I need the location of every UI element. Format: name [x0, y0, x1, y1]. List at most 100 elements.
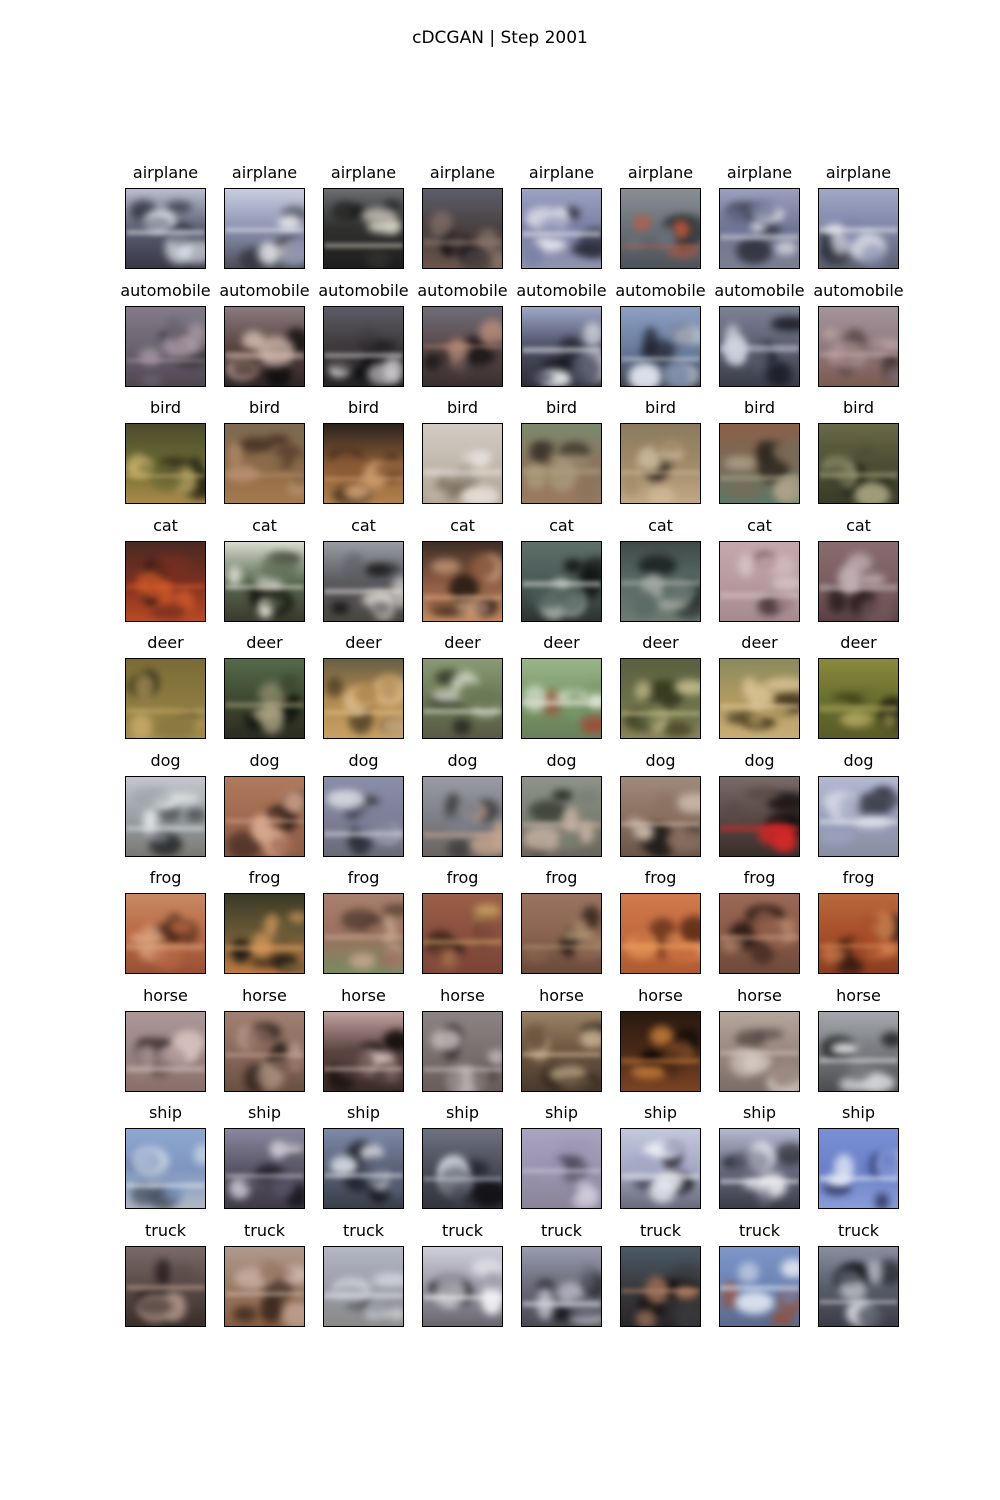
- sample-label: frog: [644, 868, 677, 887]
- generated-sample-image: [125, 775, 206, 857]
- generated-sample-image: [521, 1245, 602, 1327]
- sample-label: airplane: [330, 163, 397, 182]
- sample-cell: automobile: [512, 280, 611, 392]
- sample-label: ship: [445, 1103, 480, 1122]
- sample-cell: dog: [512, 750, 611, 862]
- sample-cell: bird: [512, 397, 611, 509]
- sample-label: bird: [545, 398, 578, 417]
- sample-label: deer: [246, 633, 283, 652]
- sample-cell: deer: [413, 632, 512, 744]
- sample-label: dog: [843, 750, 874, 770]
- generated-sample-image: [818, 658, 899, 739]
- generated-sample-image: [224, 775, 305, 857]
- sample-cell: truck: [512, 1220, 611, 1332]
- sample-label: cat: [648, 515, 673, 535]
- sample-cell: frog: [512, 867, 611, 979]
- generated-sample-image: [224, 1010, 305, 1092]
- sample-label: ship: [247, 1103, 282, 1122]
- sample-cell: bird: [413, 397, 512, 509]
- sample-label: frog: [545, 868, 578, 887]
- generated-sample-image: [323, 423, 404, 504]
- class-row-cat: cat cat cat cat cat cat cat cat: [116, 515, 916, 633]
- sample-label: dog: [645, 750, 676, 770]
- sample-label: truck: [639, 1220, 682, 1240]
- generated-sample-image: [719, 1010, 800, 1092]
- generated-sample-image: [422, 1010, 503, 1092]
- generated-sample-image: [323, 305, 404, 387]
- sample-label: horse: [242, 985, 287, 1005]
- sample-cell: deer: [512, 632, 611, 744]
- class-row-deer: deer deer deer deer deer deer deer deer: [116, 632, 916, 750]
- sample-cell: airplane: [611, 162, 710, 274]
- sample-cell: horse: [314, 985, 413, 1097]
- generated-sample-image: [422, 540, 503, 622]
- sample-label: truck: [837, 1220, 880, 1240]
- sample-label: bird: [347, 398, 380, 417]
- generated-sample-image: [620, 893, 701, 974]
- sample-label: airplane: [726, 163, 793, 182]
- sample-label: airplane: [627, 163, 694, 182]
- sample-cell: frog: [611, 867, 710, 979]
- generated-sample-image: [719, 540, 800, 622]
- figure-title: cDCGAN | Step 2001: [412, 28, 588, 48]
- generated-sample-image: [818, 423, 899, 504]
- sample-cell: truck: [314, 1220, 413, 1332]
- generated-sample-image: [521, 423, 602, 504]
- generated-sample-image: [620, 423, 701, 504]
- generated-sample-image: [224, 893, 305, 974]
- generated-sample-image: [818, 305, 899, 387]
- sample-label: cat: [153, 515, 178, 535]
- class-row-frog: frog frog frog frog frog frog frog frog: [116, 867, 916, 985]
- generated-sample-image: [224, 188, 305, 269]
- class-row-airplane: airplane airplane airplane airplane airplane…: [116, 162, 916, 280]
- sample-label: frog: [248, 868, 281, 887]
- sample-label: airplane: [231, 163, 298, 182]
- generated-sample-image: [125, 1128, 206, 1209]
- generated-sample-image: [422, 893, 503, 974]
- generated-sample-image: [125, 305, 206, 387]
- class-row-dog: dog dog dog dog dog dog dog dog: [116, 750, 916, 868]
- sample-cell: bird: [611, 397, 710, 509]
- generated-sample-image: [818, 1128, 899, 1209]
- sample-cell: truck: [611, 1220, 710, 1332]
- sample-label: cat: [747, 515, 772, 535]
- sample-cell: airplane: [215, 162, 314, 274]
- sample-cell: frog: [215, 867, 314, 979]
- sample-cell: cat: [809, 515, 908, 627]
- sample-cell: cat: [413, 515, 512, 627]
- sample-cell: bird: [710, 397, 809, 509]
- generated-sample-image: [620, 775, 701, 857]
- generated-sample-image: [224, 1245, 305, 1327]
- sample-cell: airplane: [710, 162, 809, 274]
- generated-sample-image: [719, 188, 800, 269]
- sample-label: ship: [742, 1103, 777, 1122]
- generated-sample-image: [125, 1010, 206, 1092]
- sample-label: frog: [149, 868, 182, 887]
- sample-cell: deer: [314, 632, 413, 744]
- sample-label: truck: [144, 1220, 187, 1240]
- generated-sample-image: [719, 1128, 800, 1209]
- sample-label: horse: [143, 985, 188, 1005]
- generated-sample-image: [818, 540, 899, 622]
- sample-cell: frog: [413, 867, 512, 979]
- sample-cell: automobile: [611, 280, 710, 392]
- sample-label: automobile: [813, 280, 904, 300]
- generated-sample-image: [521, 1128, 602, 1209]
- sample-label: horse: [638, 985, 683, 1005]
- sample-label: automobile: [516, 280, 607, 300]
- sample-label: deer: [345, 633, 382, 652]
- sample-cell: deer: [710, 632, 809, 744]
- sample-label: airplane: [528, 163, 595, 182]
- sample-label: ship: [544, 1103, 579, 1122]
- generated-sample-image: [620, 1128, 701, 1209]
- sample-cell: frog: [809, 867, 908, 979]
- sample-cell: horse: [611, 985, 710, 1097]
- generated-sample-image: [422, 1245, 503, 1327]
- generated-sample-image: [818, 188, 899, 269]
- sample-label: automobile: [615, 280, 706, 300]
- class-row-horse: horse horse horse horse horse horse horse horse: [116, 985, 916, 1103]
- generated-sample-image: [422, 423, 503, 504]
- sample-cell: airplane: [413, 162, 512, 274]
- sample-cell: automobile: [710, 280, 809, 392]
- sample-label: automobile: [219, 280, 310, 300]
